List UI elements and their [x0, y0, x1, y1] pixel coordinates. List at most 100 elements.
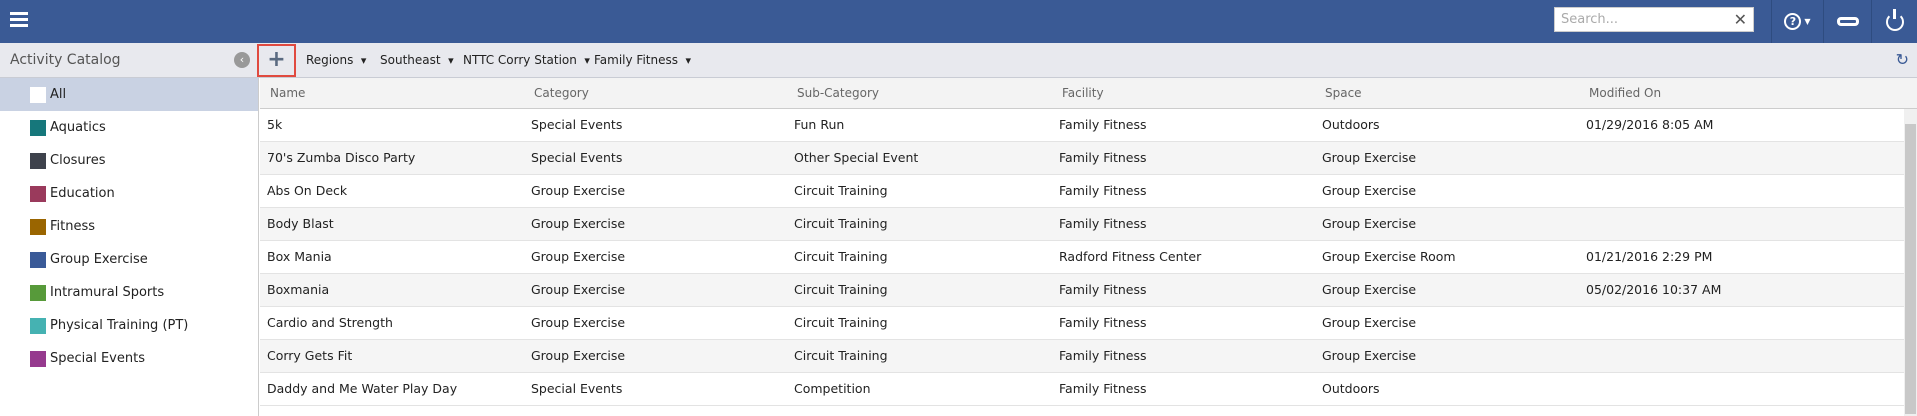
phone-icon [1836, 17, 1859, 26]
sidebar-item-physical-training-pt[interactable]: Physical Training (PT) [0, 309, 258, 342]
table-cell: Family Fitness [1059, 183, 1147, 198]
top-header: ✕ ?▼ [0, 0, 1917, 43]
sidebar-item-aquatics[interactable]: Aquatics [0, 111, 258, 144]
table-cell: Group Exercise [531, 183, 626, 198]
column-header[interactable]: Category [534, 86, 589, 100]
color-swatch-icon [30, 86, 46, 103]
table-cell: Special Events [531, 150, 623, 165]
clear-search-icon[interactable]: ✕ [1733, 10, 1747, 29]
sidebar-item-label: All [50, 87, 67, 102]
station-dropdown[interactable]: NTTC Corry Station [463, 53, 590, 67]
table-cell: Circuit Training [794, 183, 888, 198]
power-icon [1885, 8, 1904, 31]
grid-header: Name Category Sub-Category Facility Space Mod… [260, 78, 1917, 109]
table-cell: Abs On Deck [267, 183, 348, 198]
menu-icon[interactable] [10, 12, 28, 28]
table-row[interactable]: 5k Special Events Fun Run Family Fitness Out… [260, 109, 1917, 142]
column-header[interactable]: Facility [1062, 86, 1104, 100]
table-cell: Cardio and Strength [267, 315, 393, 330]
sidebar-item-education[interactable]: Education [0, 177, 258, 210]
scrollbar[interactable] [1904, 109, 1917, 416]
southeast-dropdown[interactable]: Southeast [380, 53, 454, 67]
search-box: ✕ [1554, 7, 1754, 32]
table-row[interactable]: Daddy and Me Water Play Day Special Event… [260, 373, 1917, 406]
refresh-icon[interactable]: ↻ [1895, 50, 1909, 69]
search-input[interactable] [1555, 8, 1720, 31]
table-row[interactable]: Cardio and Strength Group Exercise Circuit… [260, 307, 1917, 340]
color-swatch-icon [30, 317, 46, 334]
table-cell: Family Fitness [1059, 216, 1147, 231]
table-row[interactable]: 70's Zumba Disco Party Special Events Othe… [260, 142, 1917, 175]
facility-dropdown[interactable]: Family Fitness [594, 53, 691, 67]
table-cell: Outdoors [1322, 117, 1380, 132]
table-cell: Group Exercise [531, 216, 626, 231]
sidebar-item-group-exercise[interactable]: Group Exercise [0, 243, 258, 276]
sidebar-item-fitness[interactable]: Fitness [0, 210, 258, 243]
column-header[interactable]: Space [1325, 86, 1362, 100]
table-cell: Group Exercise [531, 348, 626, 363]
table-cell: Boxmania [267, 282, 330, 297]
table-cell: Group Exercise [1322, 315, 1417, 330]
power-button[interactable] [1871, 0, 1917, 43]
table-cell: Family Fitness [1059, 117, 1147, 132]
table-cell: Outdoors [1322, 381, 1380, 396]
color-swatch-icon [30, 152, 46, 169]
phone-button[interactable] [1823, 0, 1871, 43]
table-cell: Group Exercise Room [1322, 249, 1456, 264]
table-cell: Family Fitness [1059, 348, 1147, 363]
table-cell: Family Fitness [1059, 381, 1147, 396]
color-swatch-icon [30, 251, 46, 268]
sidebar-item-special-events[interactable]: Special Events [0, 342, 258, 375]
table-cell: Competition [794, 381, 871, 396]
color-swatch-icon [30, 185, 46, 202]
sidebar-title: Activity Catalog [10, 52, 121, 68]
table-cell: Family Fitness [1059, 150, 1147, 165]
activity-grid: Name Category Sub-Category Facility Space Mod… [260, 78, 1917, 416]
table-row[interactable]: Corry Gets Fit Group Exercise Circuit Trai… [260, 340, 1917, 373]
sidebar-item-label: Aquatics [50, 120, 106, 135]
table-cell: Group Exercise [1322, 183, 1417, 198]
table-cell: Group Exercise [1322, 348, 1417, 363]
table-cell: Circuit Training [794, 249, 888, 264]
table-cell: Corry Gets Fit [267, 348, 353, 363]
table-cell: Daddy and Me Water Play Day [267, 381, 458, 396]
sidebar-item-label: Physical Training (PT) [50, 318, 189, 333]
help-button[interactable]: ? ▼ [1771, 0, 1823, 43]
table-cell: Body Blast [267, 216, 334, 231]
sidebar-item-all[interactable]: All [0, 78, 258, 111]
table-row[interactable]: Abs On Deck Group Exercise Circuit Trainin… [260, 175, 1917, 208]
table-cell: 5k [267, 117, 283, 132]
add-button[interactable]: + [257, 44, 296, 77]
color-swatch-icon [30, 350, 46, 367]
sidebar-item-label: Intramural Sports [50, 285, 165, 300]
table-cell: Special Events [531, 381, 623, 396]
table-cell: Circuit Training [794, 348, 888, 363]
help-icon: ? [1784, 13, 1802, 30]
color-swatch-icon [30, 218, 46, 235]
table-cell: Family Fitness [1059, 282, 1147, 297]
table-cell: 01/29/2016 8:05 AM [1586, 117, 1714, 132]
column-header[interactable]: Name [270, 86, 306, 100]
sidebar-item-label: Special Events [50, 351, 145, 366]
color-swatch-icon [30, 119, 46, 136]
sidebar-item-label: Group Exercise [50, 252, 148, 267]
sidebar-item-closures[interactable]: Closures [0, 144, 258, 177]
table-row[interactable]: Body Blast Group Exercise Circuit Training… [260, 208, 1917, 241]
collapse-sidebar-icon[interactable]: ‹ [234, 52, 250, 68]
regions-dropdown[interactable]: Regions [306, 53, 366, 67]
table-cell: Group Exercise [1322, 216, 1417, 231]
table-row[interactable]: Boxmania Group Exercise Circuit Training Fa… [260, 274, 1917, 307]
table-row[interactable]: Box Mania Group Exercise Circuit Training R… [260, 241, 1917, 274]
table-cell: 70's Zumba Disco Party [267, 150, 416, 165]
sidebar-item-label: Closures [50, 153, 106, 168]
color-swatch-icon [30, 284, 46, 301]
table-cell: 01/21/2016 2:29 PM [1586, 249, 1713, 264]
sidebar-item-intramural-sports[interactable]: Intramural Sports [0, 276, 258, 309]
table-cell: Group Exercise [1322, 150, 1417, 165]
table-cell: Group Exercise [531, 315, 626, 330]
sidebar-item-label: Fitness [50, 219, 96, 234]
column-header[interactable]: Sub-Category [797, 86, 879, 100]
column-header[interactable]: Modified On [1589, 86, 1662, 100]
scrollbar-thumb[interactable] [1905, 124, 1916, 414]
table-cell: Special Events [531, 117, 623, 132]
